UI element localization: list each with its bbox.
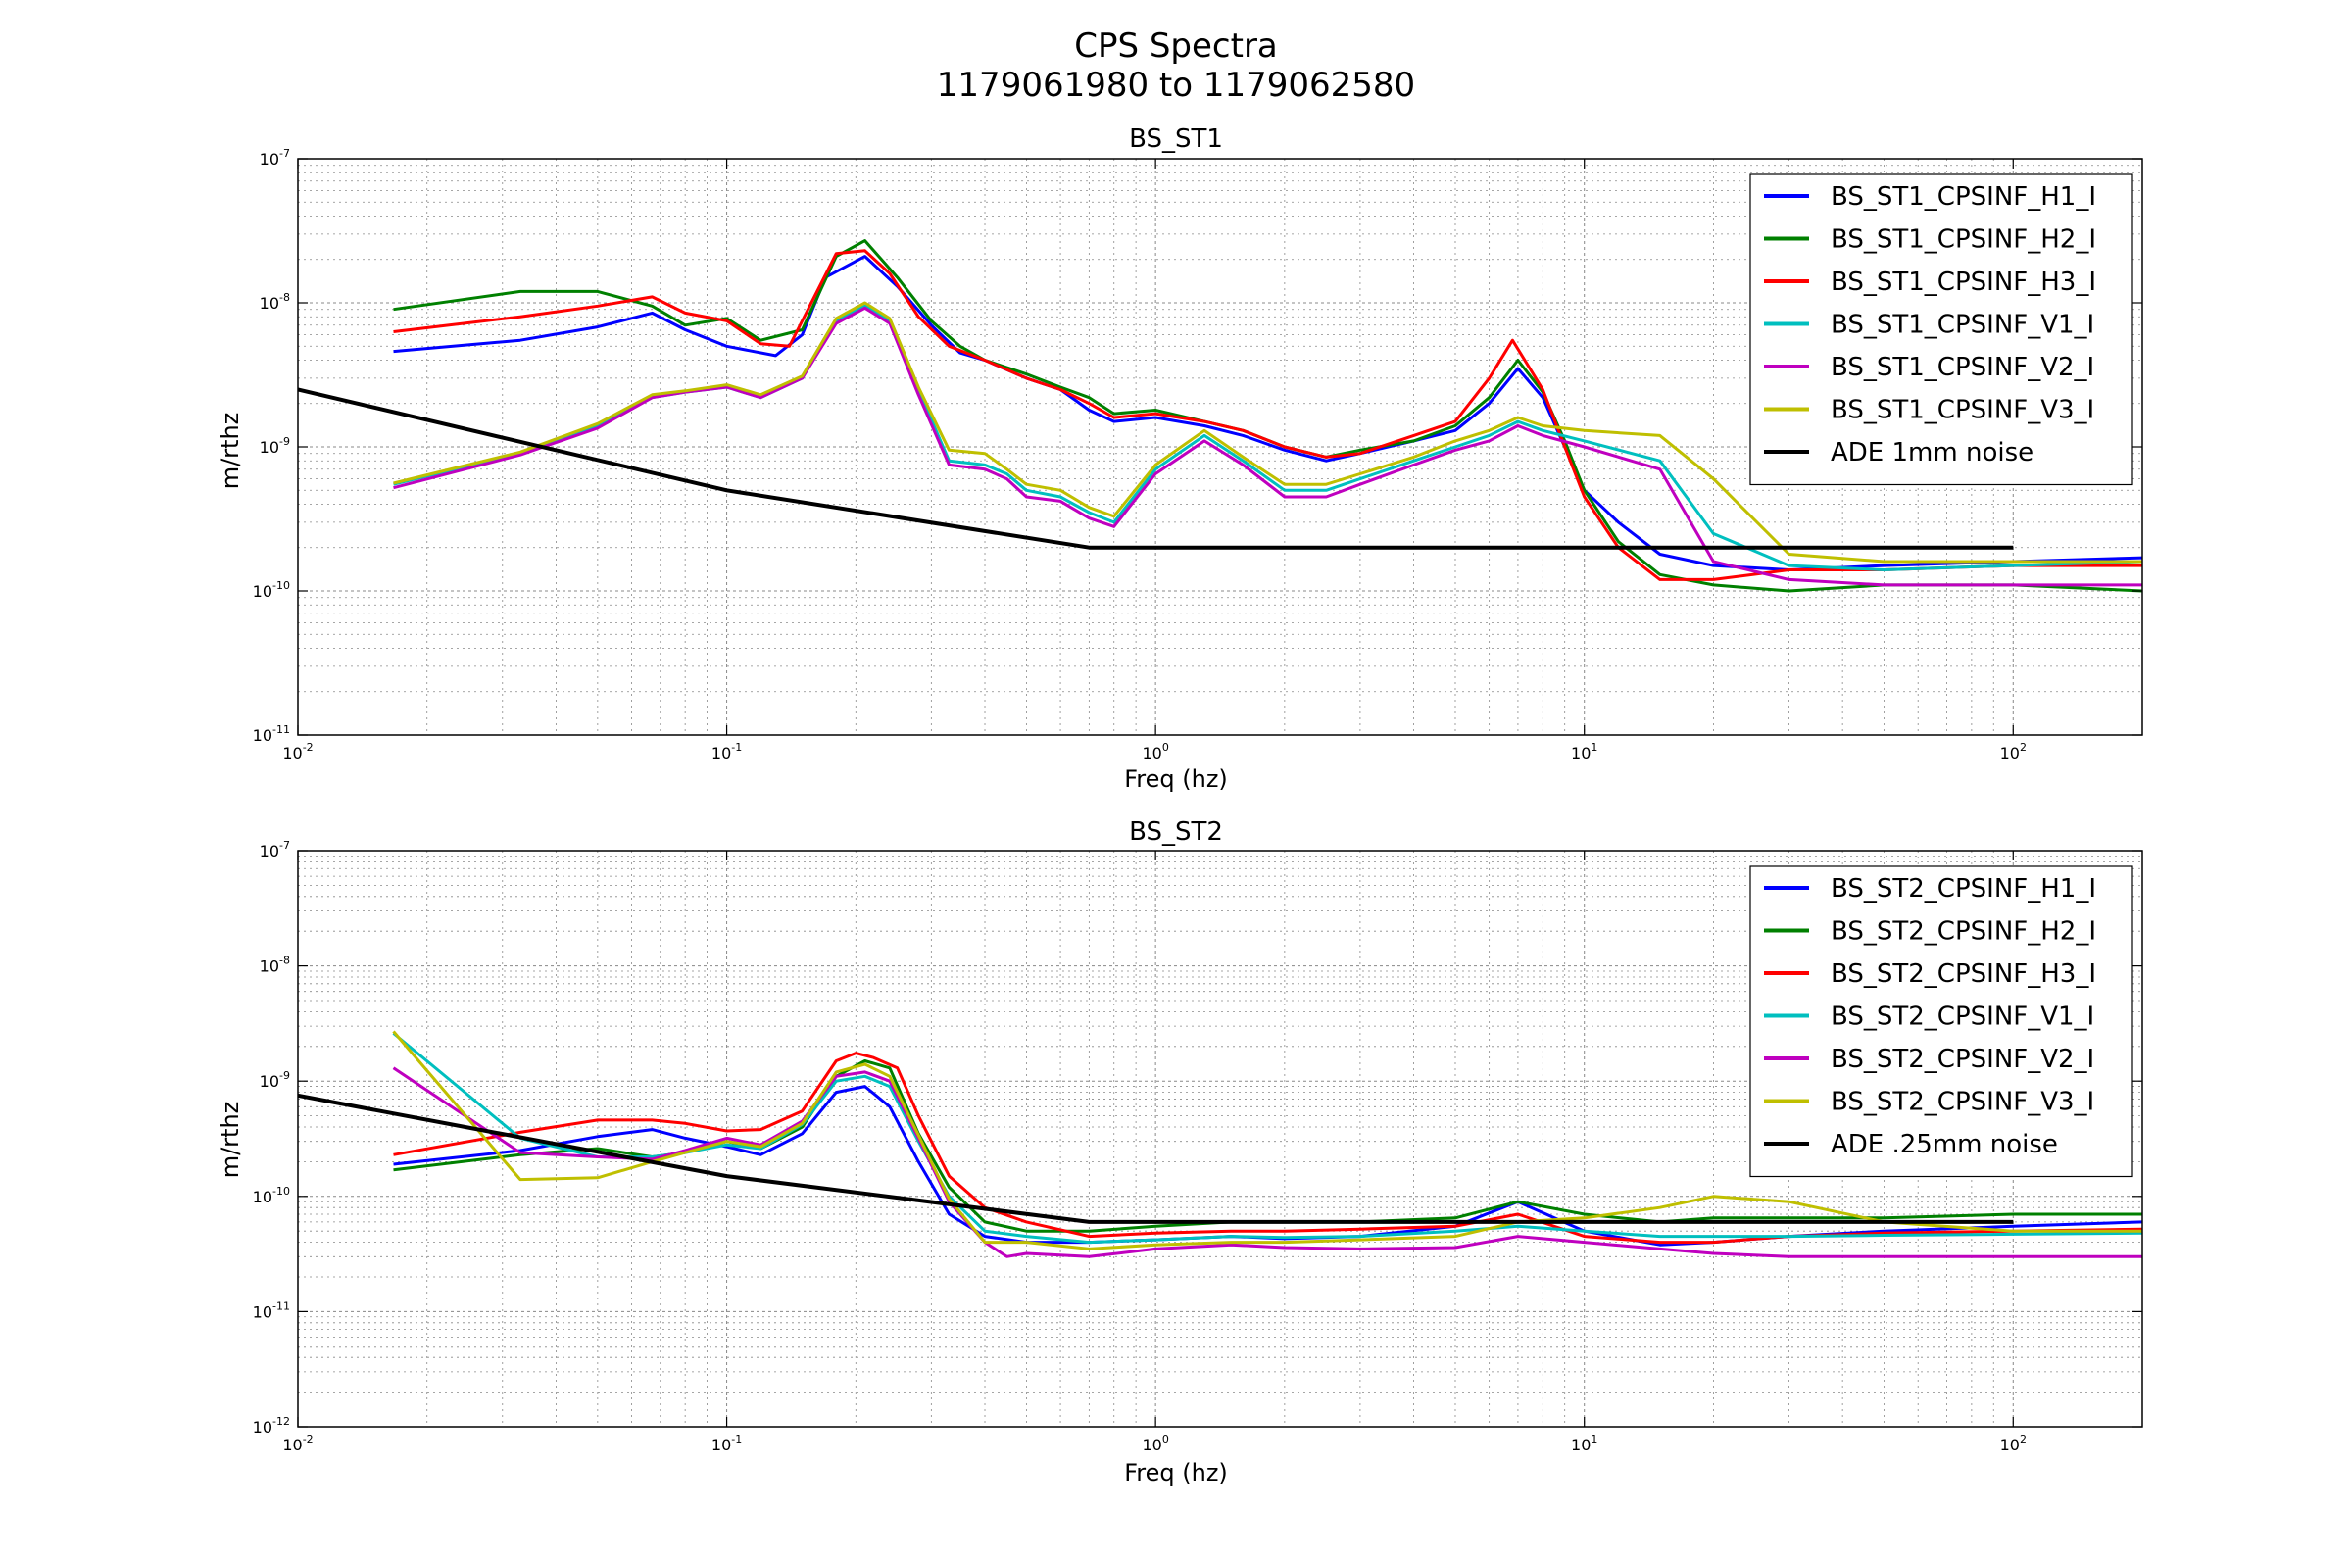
- x-tick-label: 10-1: [711, 1433, 742, 1454]
- series-line-bs-st1-cpsinf-v3-i: [393, 301, 2142, 564]
- series-line-bs-st1-cpsinf-h3-i: [393, 249, 2142, 581]
- y-tick-label: 10-9: [260, 1069, 290, 1091]
- y-tick-label: 10-10: [253, 579, 290, 601]
- y-tick-label: 10-7: [260, 839, 290, 860]
- legend: BS_ST2_CPSINF_H1_I BS_ST2_CPSINF_H2_I BS_S…: [1749, 865, 2133, 1178]
- legend-box: [1749, 173, 2133, 486]
- panel-bs-st1: BS_ST1 Freq (hz) m/rthz 10-2 10-1 100 101 10…: [217, 124, 2143, 793]
- x-axis-label: Freq (hz): [1124, 765, 1228, 793]
- y-tick-label: 10-11: [253, 723, 290, 745]
- series-group: [298, 239, 2142, 593]
- series-line-bs-st1-cpsinf-h1-i: [393, 255, 2142, 571]
- legend-label: BS_ST2_CPSINF_V1_I: [1831, 1003, 2094, 1032]
- legend-label: ADE 1mm noise: [1831, 438, 2034, 467]
- series-line-bs-st2-cpsinf-v3-i: [392, 1030, 2142, 1250]
- legend-label: BS_ST1_CPSINF_V2_I: [1831, 353, 2094, 382]
- series-line-bs-st2-cpsinf-v2-i: [392, 1066, 2142, 1258]
- y-tick-label: 10-9: [260, 435, 290, 457]
- y-tick-label: 10-10: [253, 1185, 290, 1206]
- x-axis-label: Freq (hz): [1124, 1459, 1228, 1487]
- x-tick-label: 100: [1142, 741, 1168, 762]
- y-axis-label: m/rthz: [217, 413, 244, 490]
- legend-label: BS_ST2_CPSINF_V3_I: [1831, 1088, 2094, 1117]
- series-line-bs-st1-cpsinf-h2-i: [393, 239, 2142, 593]
- legend-label: BS_ST2_CPSINF_V2_I: [1831, 1045, 2094, 1074]
- legend-label: BS_ST1_CPSINF_H2_I: [1831, 225, 2096, 255]
- panel-title: BS_ST2: [1129, 817, 1223, 847]
- x-tick-label: 102: [2000, 1433, 2027, 1454]
- series-line-ade-25mm-noise: [298, 1093, 2014, 1224]
- series-line-ade-1mm-noise: [298, 387, 2014, 550]
- y-tick-label: 10-7: [260, 147, 290, 169]
- panel-title: BS_ST1: [1129, 124, 1223, 154]
- y-tick-label: 10-12: [253, 1415, 290, 1437]
- figure-title-line1: CPS Spectra: [1074, 26, 1278, 66]
- series-line-bs-st1-cpsinf-v2-i: [393, 306, 2142, 587]
- y-tick-label: 10-11: [253, 1299, 290, 1321]
- panel-bs-st2: BS_ST2 Freq (hz) m/rthz 10-2 10-1 100 101 10…: [217, 817, 2143, 1487]
- series-group: [298, 1030, 2142, 1258]
- y-axis-label: m/rthz: [217, 1102, 244, 1179]
- legend-label: BS_ST2_CPSINF_H3_I: [1831, 959, 2096, 989]
- legend-box: [1749, 865, 2133, 1178]
- y-tick-label: 10-8: [260, 955, 290, 976]
- x-tick-label: 100: [1142, 1433, 1168, 1454]
- legend-label: BS_ST1_CPSINF_H1_I: [1831, 182, 2096, 212]
- x-tick-label: 101: [1571, 1433, 1597, 1454]
- series-line-bs-st2-cpsinf-v1-i: [392, 1032, 2142, 1245]
- x-tick-label: 102: [2000, 741, 2027, 762]
- x-tick-label: 101: [1571, 741, 1597, 762]
- x-tick-label: 10-2: [282, 741, 313, 762]
- x-tick-label: 10-2: [282, 1433, 313, 1454]
- series-line-bs-st2-cpsinf-h3-i: [393, 1052, 2142, 1245]
- x-tick-label: 10-1: [711, 741, 742, 762]
- legend: BS_ST1_CPSINF_H1_I BS_ST1_CPSINF_H2_I BS_S…: [1749, 173, 2133, 486]
- axes-frame: [297, 850, 2143, 1428]
- legend-label: BS_ST1_CPSINF_V3_I: [1831, 396, 2094, 425]
- legend-label: BS_ST2_CPSINF_H2_I: [1831, 917, 2096, 947]
- figure-title-line2: 1179061980 to 1179062580: [937, 66, 1415, 105]
- y-tick-label: 10-8: [260, 291, 290, 313]
- legend-label: BS_ST1_CPSINF_H3_I: [1831, 268, 2096, 297]
- legend-label: ADE .25mm noise: [1831, 1130, 2058, 1159]
- legend-label: BS_ST1_CPSINF_V1_I: [1831, 311, 2094, 340]
- legend-label: BS_ST2_CPSINF_H1_I: [1831, 874, 2096, 904]
